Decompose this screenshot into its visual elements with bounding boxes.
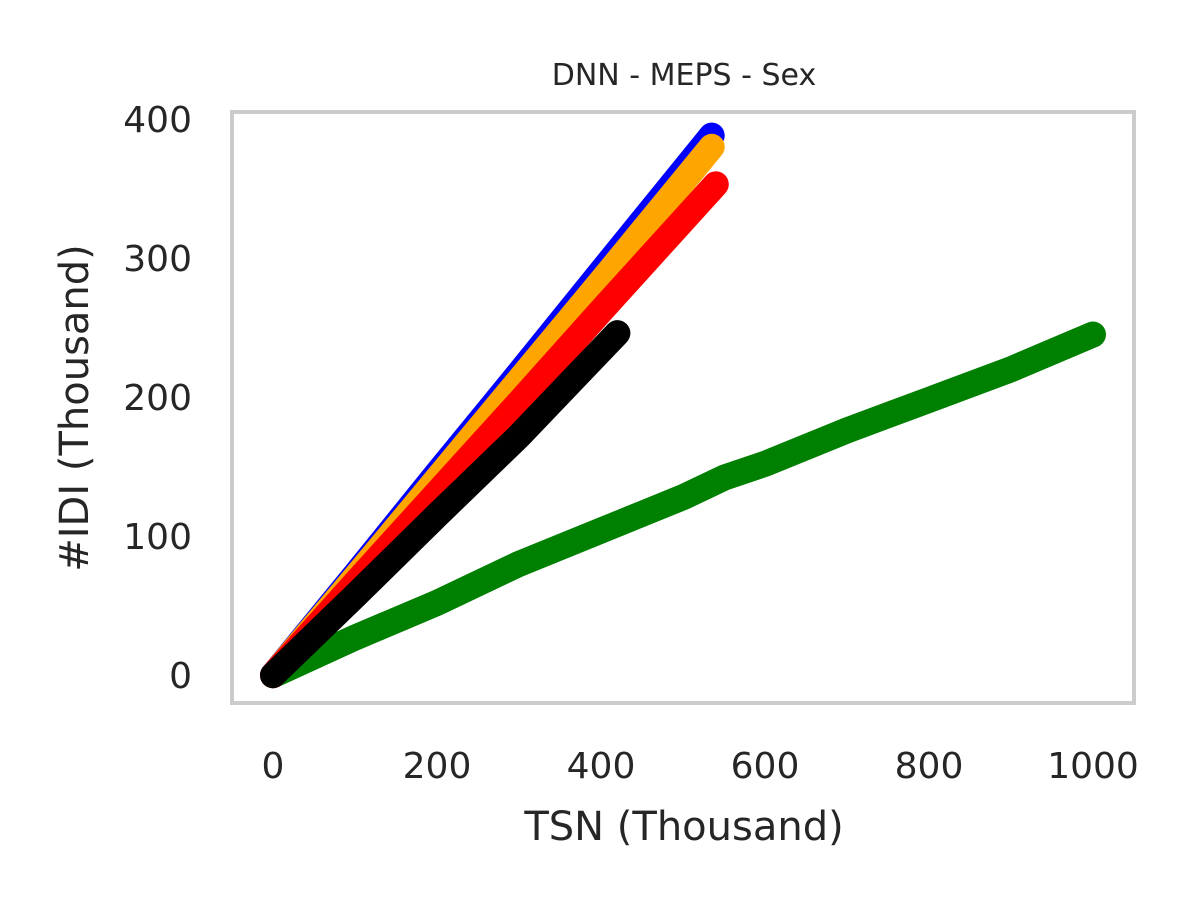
x-tick-label: 400 [567, 746, 636, 787]
chart-title: DNN - MEPS - Sex [552, 58, 816, 93]
x-tick-label: 800 [895, 746, 964, 787]
y-tick-label: 100 [123, 517, 192, 558]
y-tick-label: 400 [123, 100, 192, 141]
x-tick-label: 200 [403, 746, 472, 787]
y-axis-label: #IDI (Thousand) [52, 244, 98, 572]
series-layer [260, 122, 1106, 689]
x-axis-ticks: 0 200 400 600 800 1000 [262, 746, 1139, 787]
series-line-5 [260, 320, 631, 689]
x-tick-label: 600 [731, 746, 800, 787]
y-tick-label: 300 [123, 239, 192, 280]
x-tick-label: 0 [262, 746, 285, 787]
series-line-1 [260, 321, 1106, 689]
y-tick-label: 0 [169, 656, 192, 697]
y-axis-ticks: 0 100 200 300 400 [123, 100, 192, 697]
y-tick-label: 200 [123, 378, 192, 419]
x-tick-label: 1000 [1047, 746, 1139, 787]
x-axis-label: TSN (Thousand) [523, 804, 843, 850]
